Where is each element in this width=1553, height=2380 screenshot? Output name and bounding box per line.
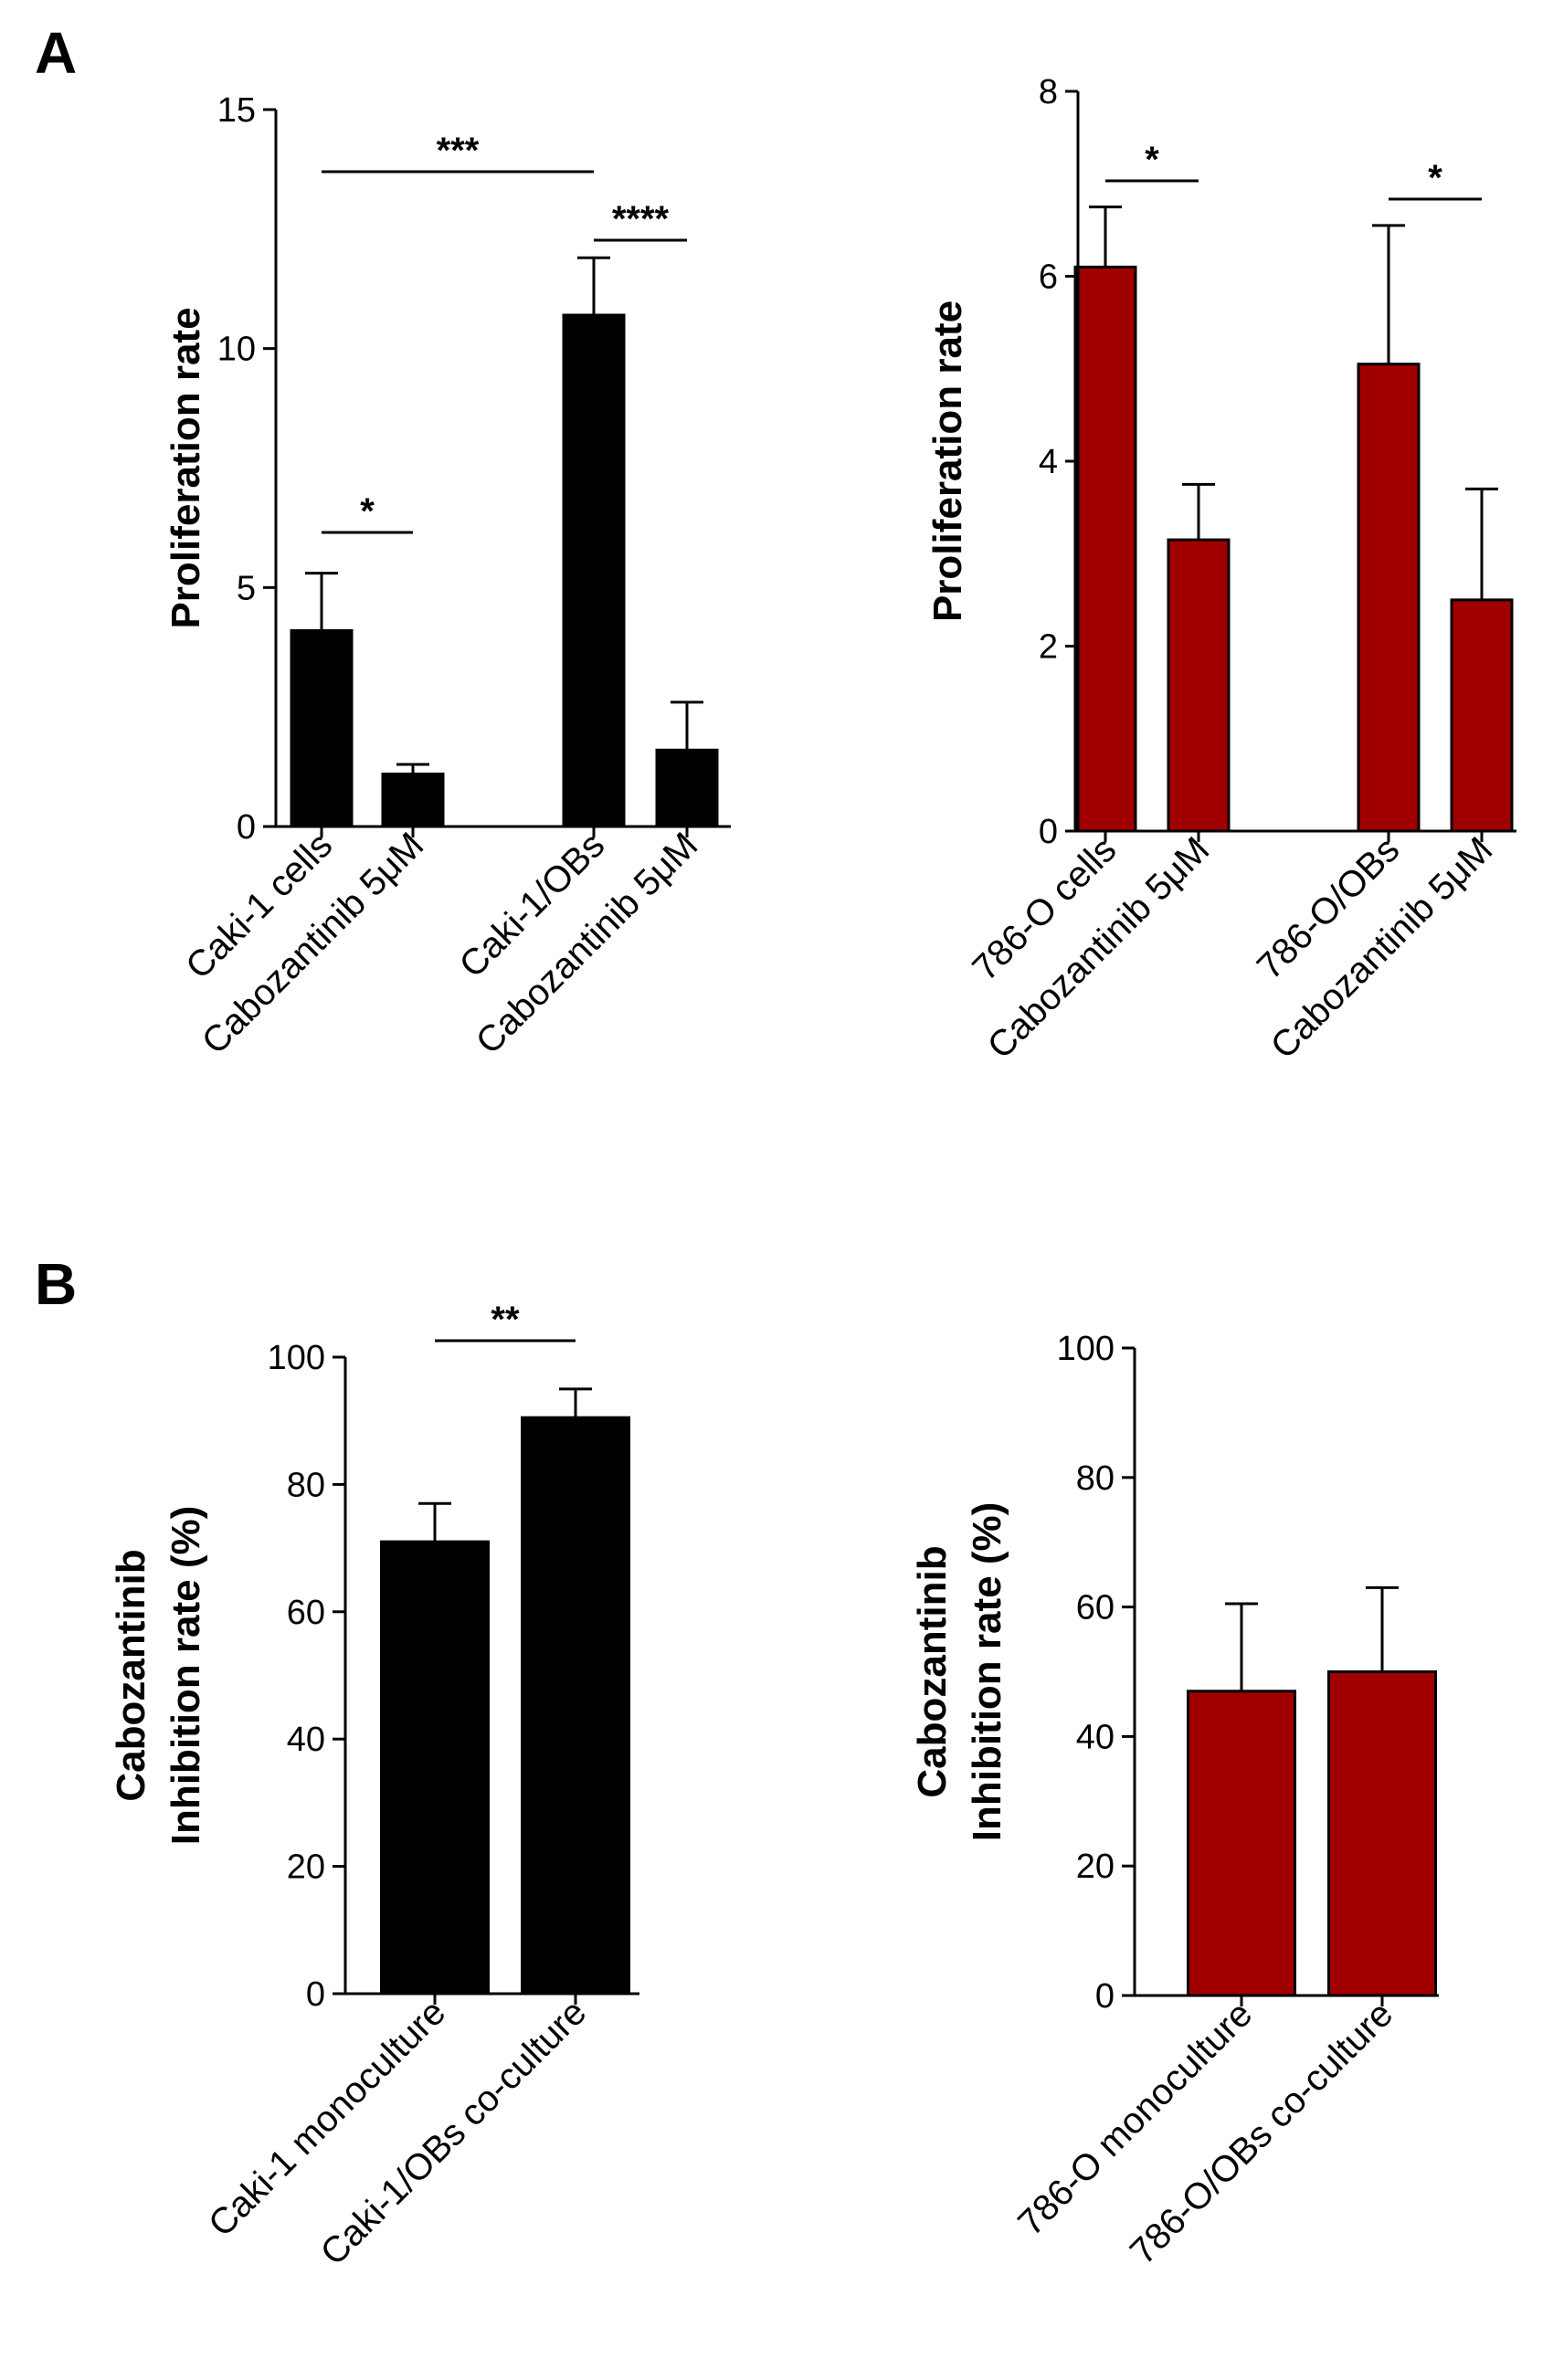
y-axis-title-line: Inhibition rate (%) bbox=[164, 1506, 208, 1846]
significance-label: **** bbox=[612, 199, 670, 239]
y-tick-label: 40 bbox=[287, 1721, 325, 1759]
panel-a-label: A bbox=[35, 20, 77, 86]
y-tick-label: 2 bbox=[1039, 628, 1058, 667]
bar bbox=[290, 628, 354, 828]
bar bbox=[381, 772, 445, 828]
bar bbox=[1357, 363, 1421, 833]
significance-label: * bbox=[1145, 140, 1159, 180]
y-tick-label: 60 bbox=[287, 1594, 325, 1632]
significance-label: * bbox=[360, 491, 375, 532]
y-tick-label: 4 bbox=[1039, 443, 1058, 481]
x-category-label: 786-O monoculture bbox=[1010, 1994, 1260, 2243]
y-tick-label: 80 bbox=[1076, 1459, 1115, 1498]
x-category-label: Caki-1 monoculture bbox=[201, 1992, 453, 2244]
y-tick-label: 0 bbox=[237, 808, 256, 847]
y-tick-label: 0 bbox=[1095, 1977, 1115, 2016]
y-tick-label: 8 bbox=[1039, 73, 1058, 111]
y-tick-label: 5 bbox=[237, 569, 256, 607]
y-tick-label: 60 bbox=[1076, 1589, 1115, 1627]
y-axis-title-line: Cabozantinib bbox=[910, 1545, 955, 1797]
y-tick-label: 15 bbox=[217, 91, 256, 130]
bar bbox=[521, 1416, 630, 1996]
y-tick-label: 80 bbox=[287, 1466, 325, 1504]
bar bbox=[1167, 538, 1231, 833]
y-tick-label: 10 bbox=[217, 331, 256, 369]
significance-label: ** bbox=[491, 1300, 520, 1340]
y-tick-label: 6 bbox=[1039, 258, 1058, 297]
y-tick-label: 0 bbox=[1039, 813, 1058, 851]
panel-b-label: B bbox=[35, 1251, 77, 1317]
y-axis-title-line: Inhibition rate (%) bbox=[965, 1502, 1009, 1842]
significance-label: *** bbox=[437, 131, 480, 171]
bar bbox=[1327, 1670, 1437, 1997]
x-category-label: 786-O/OBs co-culture bbox=[1123, 1994, 1401, 2272]
bar bbox=[1073, 265, 1137, 833]
y-tick-label: 100 bbox=[268, 1339, 325, 1377]
bar bbox=[562, 313, 626, 828]
y-tick-label: 20 bbox=[1076, 1848, 1115, 1886]
bar bbox=[655, 748, 719, 828]
y-axis-title: Proliferation rate bbox=[925, 300, 970, 622]
x-category-label: Caki-1/OBs co-culture bbox=[313, 1992, 595, 2273]
y-tick-label: 40 bbox=[1076, 1718, 1115, 1756]
y-tick-label: 100 bbox=[1057, 1330, 1115, 1368]
y-tick-label: 0 bbox=[306, 1975, 325, 2014]
y-tick-label: 20 bbox=[287, 1848, 325, 1887]
bar bbox=[1187, 1690, 1296, 1997]
bar bbox=[1450, 598, 1514, 833]
significance-label: * bbox=[1428, 158, 1442, 198]
y-axis-title-line: Cabozantinib bbox=[109, 1549, 153, 1801]
y-axis-title: Proliferation rate bbox=[164, 307, 208, 628]
bar bbox=[380, 1540, 490, 1996]
chart-b_left: 0 20 40 60 80 100 Caki-1 monocultureCaki-1/OBs… bbox=[109, 1300, 639, 2273]
